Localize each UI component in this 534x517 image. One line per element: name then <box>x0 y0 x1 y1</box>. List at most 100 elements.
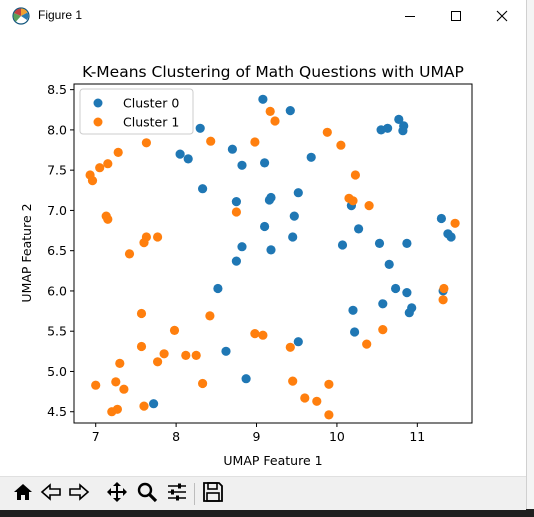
background-taskbar-edge <box>0 509 534 517</box>
point-cluster-0-23 <box>384 259 394 269</box>
point-cluster-1-32 <box>362 339 372 349</box>
configure-subplots-button[interactable] <box>164 481 190 507</box>
point-cluster-1-0 <box>265 106 275 116</box>
background-window-edge <box>526 0 534 517</box>
home-button[interactable] <box>10 481 36 507</box>
point-cluster-1-16 <box>231 207 241 217</box>
zoom-button[interactable] <box>134 481 160 507</box>
forward-button[interactable] <box>66 481 92 507</box>
y-tick-label-3: 6.0 <box>47 283 67 298</box>
point-cluster-0-16 <box>237 242 247 252</box>
point-cluster-0-24 <box>402 238 412 248</box>
x-tick-label-3: 10 <box>329 429 345 444</box>
point-cluster-0-14 <box>289 211 299 221</box>
point-cluster-1-20 <box>139 238 149 248</box>
x-tick-label-2: 9 <box>253 429 261 444</box>
point-cluster-1-9 <box>95 163 105 173</box>
point-cluster-1-7 <box>113 147 123 157</box>
y-tick-label-1: 5.0 <box>47 364 67 379</box>
pan-button[interactable] <box>104 481 130 507</box>
point-cluster-1-37 <box>191 350 201 360</box>
point-cluster-0-2 <box>195 123 205 133</box>
point-cluster-0-38 <box>378 299 388 309</box>
point-cluster-0-36 <box>402 288 412 298</box>
chart-title: K-Means Clustering of Math Questions wit… <box>82 63 464 81</box>
minimize-button[interactable] <box>387 0 433 32</box>
point-cluster-1-33 <box>136 341 147 352</box>
y-axis-label: UMAP Feature 2 <box>19 203 34 302</box>
window-title: Figure 1 <box>38 8 83 22</box>
point-cluster-1-26 <box>136 308 147 319</box>
point-cluster-1-41 <box>111 377 121 387</box>
point-cluster-0-31 <box>436 213 446 224</box>
pan-icon <box>106 481 128 507</box>
title-bar[interactable]: Figure 1 <box>0 0 526 32</box>
point-cluster-0-1 <box>285 106 295 116</box>
point-cluster-1-48 <box>107 407 117 417</box>
point-cluster-0-3 <box>175 149 185 159</box>
point-cluster-1-1 <box>270 116 280 126</box>
legend-marker-cluster-1 <box>93 117 103 127</box>
point-cluster-1-43 <box>198 378 208 389</box>
point-cluster-0-12 <box>264 195 274 205</box>
point-cluster-0-13 <box>293 188 303 198</box>
point-cluster-1-24 <box>439 283 449 294</box>
x-tick-label-1: 8 <box>172 429 180 444</box>
point-cluster-1-38 <box>153 357 163 367</box>
save-icon <box>202 481 224 507</box>
home-icon <box>12 481 34 507</box>
point-cluster-0-45 <box>149 399 159 409</box>
point-cluster-1-4 <box>322 127 332 137</box>
x-axis-label: UMAP Feature 1 <box>223 453 322 468</box>
point-cluster-0-34 <box>213 283 223 294</box>
point-cluster-0-28 <box>394 114 404 124</box>
point-cluster-1-5 <box>336 140 346 150</box>
point-cluster-0-20 <box>337 240 348 250</box>
x-tick-label-4: 11 <box>409 429 425 444</box>
point-cluster-1-50 <box>312 396 322 406</box>
y-tick-label-4: 6.5 <box>47 243 67 258</box>
point-cluster-0-8 <box>306 152 316 162</box>
point-cluster-1-49 <box>300 393 310 403</box>
point-cluster-0-27 <box>383 123 393 133</box>
point-cluster-1-8 <box>103 159 113 169</box>
legend-box <box>79 88 194 135</box>
back-icon <box>40 481 62 507</box>
point-cluster-1-2 <box>206 136 216 146</box>
point-cluster-1-14 <box>348 196 358 206</box>
point-cluster-0-6 <box>237 160 247 170</box>
figure-window: Figure 1 K-Means Clustering of Math Ques… <box>0 0 527 510</box>
save-button[interactable] <box>200 481 226 507</box>
close-icon <box>496 7 508 26</box>
back-button[interactable] <box>38 481 64 507</box>
scatter-chart: K-Means Clustering of Math Questions wit… <box>19 63 473 468</box>
point-cluster-0-37 <box>348 305 358 315</box>
plot-frame <box>73 83 473 424</box>
point-cluster-1-51 <box>324 410 334 420</box>
point-cluster-0-22 <box>374 238 385 248</box>
y-tick-label-8: 8.5 <box>47 82 67 97</box>
figure-canvas[interactable]: K-Means Clustering of Math Questions wit… <box>0 32 526 476</box>
navigation-toolbar <box>0 476 526 510</box>
point-cluster-0-42 <box>293 337 303 347</box>
toolbar-separator <box>194 483 195 505</box>
maximize-button[interactable] <box>433 0 479 32</box>
forward-icon <box>68 481 90 507</box>
point-cluster-0-10 <box>231 197 241 207</box>
point-cluster-1-45 <box>324 379 334 389</box>
point-cluster-1-28 <box>378 325 388 335</box>
point-cluster-0-40 <box>407 303 417 313</box>
legend-label-cluster-1: Cluster 1 <box>123 115 179 130</box>
point-cluster-0-30 <box>398 126 408 136</box>
point-cluster-0-9 <box>198 184 208 194</box>
maximize-icon <box>450 7 462 26</box>
point-cluster-0-18 <box>231 256 241 266</box>
close-button[interactable] <box>479 0 525 32</box>
y-tick-label-0: 4.5 <box>47 404 67 419</box>
point-cluster-0-41 <box>350 327 360 337</box>
point-cluster-0-21 <box>354 224 364 234</box>
minimize-icon <box>404 7 416 26</box>
point-cluster-1-27 <box>205 311 215 321</box>
point-cluster-0-5 <box>227 144 237 154</box>
point-cluster-0-35 <box>391 283 401 294</box>
